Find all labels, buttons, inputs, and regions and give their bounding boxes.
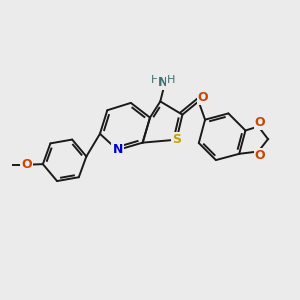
Text: N: N — [112, 143, 123, 157]
Text: O: O — [21, 158, 32, 171]
Text: O: O — [254, 116, 265, 129]
Text: H: H — [167, 75, 176, 85]
Text: N: N — [158, 76, 168, 89]
Text: S: S — [172, 133, 181, 146]
Text: O: O — [198, 92, 208, 104]
Text: O: O — [254, 148, 265, 161]
Text: H: H — [151, 75, 159, 85]
